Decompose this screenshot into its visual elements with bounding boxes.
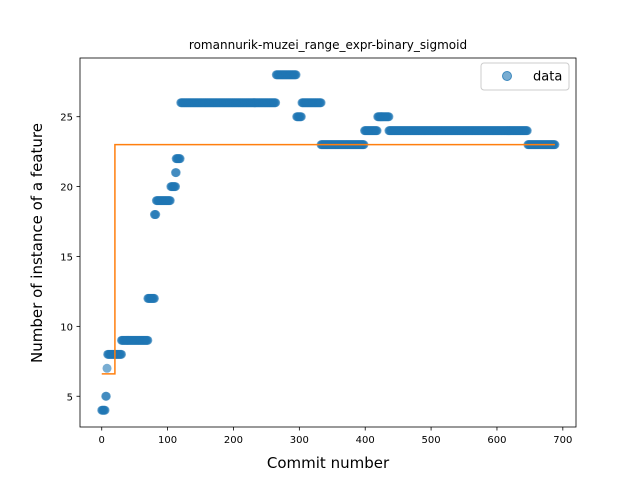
legend-box — [480, 62, 570, 91]
data-point — [151, 210, 161, 220]
data-point — [149, 293, 159, 303]
y-tick-label: 5 — [67, 392, 73, 403]
data-point — [171, 182, 181, 192]
series-fit-line — [101, 143, 555, 375]
y-tick-label: 20 — [60, 183, 73, 194]
y-tick-label: 15 — [60, 252, 73, 263]
data-point — [100, 405, 110, 415]
data-point — [372, 126, 382, 136]
legend: data — [480, 62, 570, 91]
y-tick-label: 10 — [60, 322, 73, 333]
x-tick-label: 700 — [553, 435, 572, 446]
chart-title: romannurik-muzei_range_expr-binary_sigmo… — [189, 38, 467, 52]
data-point — [102, 363, 112, 373]
data-point — [117, 349, 126, 359]
data-point — [522, 126, 532, 136]
data-point — [171, 168, 181, 178]
data-point — [296, 112, 306, 122]
data-point — [175, 154, 185, 164]
x-tick-label: 0 — [99, 435, 105, 446]
x-tick-label: 400 — [356, 435, 375, 446]
data-point — [165, 196, 175, 206]
data-point — [271, 98, 281, 108]
axes: 0 100 200 300 400 500 600 700 5 10 15 20 25 — [60, 57, 577, 446]
data-point — [384, 112, 394, 122]
x-tick-label: 100 — [158, 435, 177, 446]
axes-frame — [79, 57, 577, 428]
legend-marker-data — [502, 71, 512, 81]
x-tick-label: 600 — [487, 435, 506, 446]
y-axis-label: Number of instance of a feature — [28, 123, 46, 363]
data-point — [291, 70, 301, 80]
x-axis-label: Commit number — [267, 454, 390, 472]
data-point — [101, 391, 111, 401]
y-tick-label: 25 — [60, 113, 73, 124]
plot-area — [97, 70, 560, 415]
series-data — [97, 70, 560, 415]
legend-label-data: data — [533, 70, 562, 85]
x-tick-label: 200 — [224, 435, 243, 446]
x-tick-label: 300 — [290, 435, 309, 446]
x-tick-label: 500 — [422, 435, 441, 446]
data-point — [143, 335, 153, 345]
data-point — [316, 98, 326, 108]
